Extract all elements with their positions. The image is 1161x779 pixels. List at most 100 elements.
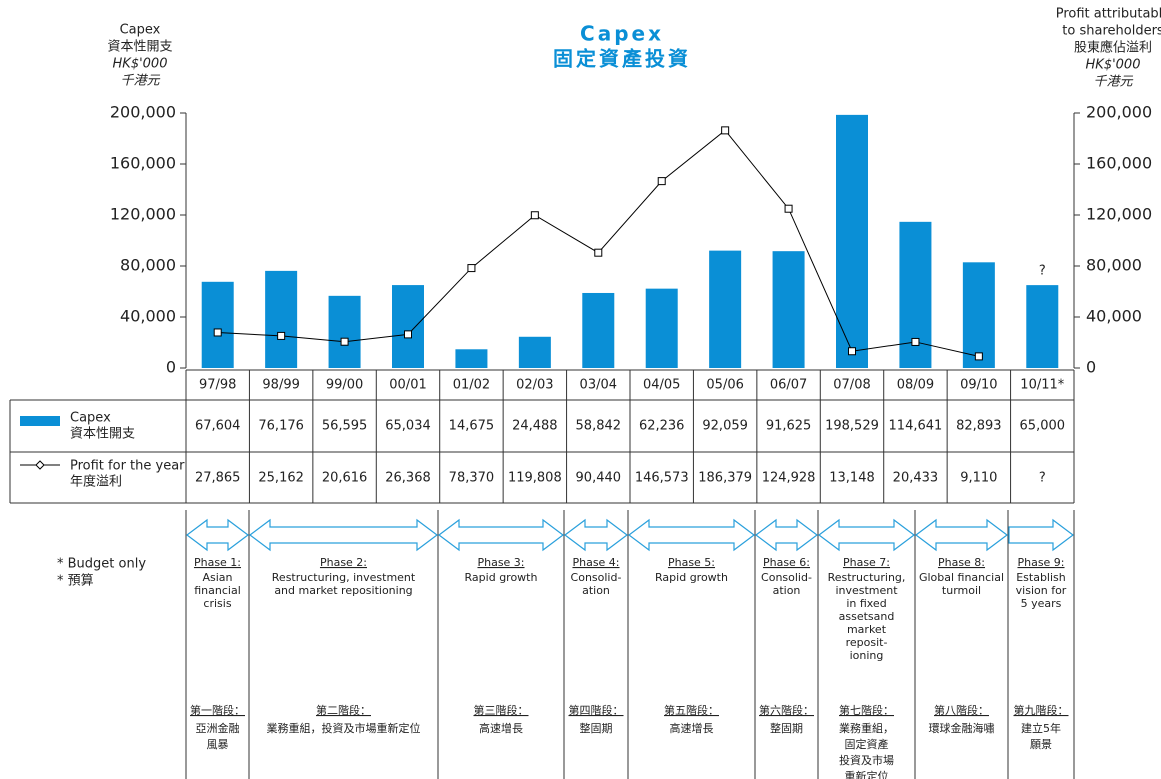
phase-desc: ation (582, 584, 610, 597)
y-axis-label: Capex (120, 23, 161, 38)
bar (772, 251, 805, 368)
phase-arrow (564, 518, 628, 552)
unknown-annotation: ? (1039, 264, 1046, 279)
phase-desc: ioning (850, 649, 884, 662)
capex-cell: 62,236 (639, 419, 685, 434)
phase-label: Phase 4: (572, 556, 619, 569)
profit-marker (530, 211, 539, 220)
chart-title: 固定資產投資 (553, 47, 691, 71)
phase-label: Phase 3: (477, 556, 524, 569)
phase-zh-label: 第六階段： (759, 703, 814, 717)
phase-label: Phase 9: (1017, 556, 1064, 569)
category-label: 06/07 (770, 378, 807, 393)
phase-desc: reposit- (846, 636, 888, 649)
phase-label: Phase 5: (668, 556, 715, 569)
profit-cell: 9,110 (960, 471, 997, 486)
bar (899, 221, 932, 368)
phase-zh-label: 第九階段： (1014, 703, 1069, 717)
category-label: 00/01 (389, 378, 426, 393)
y2-axis-label: to shareholders (1062, 24, 1161, 39)
profit-cell: 27,865 (195, 471, 241, 486)
y2ticks-label: 40,000 (1086, 307, 1142, 326)
yticks-label: 160,000 (110, 154, 176, 173)
category-label: 07/08 (833, 378, 870, 393)
phase-label: Phase 8: (938, 556, 985, 569)
phase-desc: in fixed (846, 597, 886, 610)
profit-marker (340, 337, 349, 346)
bar (582, 292, 615, 368)
category-label: 09/10 (960, 378, 997, 393)
profit-cell: 90,440 (576, 471, 622, 486)
profit-marker (848, 347, 856, 356)
category-label: 03/04 (580, 378, 617, 393)
phase-desc: crisis (203, 597, 231, 610)
bar (962, 262, 995, 368)
capex-cell: 76,176 (258, 419, 304, 434)
bar (201, 281, 234, 368)
y2ticks-label: 0 (1086, 358, 1096, 377)
capex-cell: 91,625 (766, 419, 812, 434)
capex-cell: 67,604 (195, 419, 241, 434)
category-label: 04/05 (643, 378, 680, 393)
phase-desc: Restructuring, (828, 571, 906, 584)
legend-marker (35, 460, 45, 470)
phase-arrow (1008, 518, 1074, 552)
phase-zh-label: 第四階段： (569, 703, 624, 717)
phase-arrow (915, 518, 1008, 552)
phase-desc: Consolid- (571, 571, 622, 584)
profit-marker (784, 204, 793, 213)
category-label: 99/00 (326, 378, 363, 393)
footnote: * Budget only (57, 557, 146, 572)
phase-zh-desc: 環球金融海嘯 (929, 721, 995, 735)
profit-cell: 13,148 (829, 471, 875, 486)
phase-zh-desc: 整固期 (770, 721, 803, 735)
phase-desc: Consolid- (761, 571, 812, 584)
profit-marker (404, 330, 412, 339)
phase-zh-desc: 業務重組，投資及市場重新定位 (267, 721, 421, 735)
legend-label: 年度溢利 (70, 474, 122, 490)
phase-zh-label: 第二階段： (316, 703, 371, 717)
capex-cell: 198,529 (825, 419, 879, 434)
profit-marker (911, 337, 920, 346)
legend-swatch (20, 416, 60, 426)
capex-cell: 24,488 (512, 419, 558, 434)
phase-zh-desc: 固定資產 (845, 737, 889, 751)
phase-desc: assetsand (839, 610, 895, 623)
phase-zh-desc: 風暴 (207, 738, 229, 751)
profit-marker (467, 264, 476, 273)
phase-zh-desc: 高速增長 (670, 721, 714, 735)
capex-cell: 82,893 (956, 419, 1002, 434)
bar (392, 285, 424, 368)
phase-desc: investment (835, 584, 898, 597)
phase-desc: ation (773, 584, 801, 597)
category-label: 01/02 (453, 378, 490, 393)
profit-cell: 119,808 (508, 471, 562, 486)
phase-arrow (755, 518, 818, 552)
capex-cell: 65,034 (385, 419, 431, 434)
legend-label: 資本性開支 (70, 427, 135, 442)
phase-desc: financial (194, 584, 241, 597)
bar (1026, 285, 1059, 368)
bar (455, 349, 488, 368)
profit-cell: 20,616 (322, 471, 368, 486)
phase-zh-desc: 重新定位 (845, 769, 889, 779)
phase-zh-desc: 亞洲金融 (196, 721, 240, 735)
yticks-label: 80,000 (120, 256, 176, 275)
phase-zh-desc: 願景 (1030, 738, 1052, 751)
bar (328, 295, 361, 368)
profit-marker (594, 248, 603, 257)
capex-cell: 14,675 (449, 419, 495, 434)
category-label: 10/11* (1020, 378, 1064, 393)
phase-zh-desc: 投資及市場 (839, 753, 894, 767)
phase-desc: Rapid growth (465, 571, 538, 584)
profit-cell: 124,928 (762, 471, 816, 486)
category-label: 02/03 (516, 378, 553, 393)
phase-desc: and market repositioning (274, 584, 412, 597)
profit-cell: 186,379 (698, 471, 752, 486)
capex-cell: 114,641 (889, 419, 943, 434)
phase-arrow (628, 518, 755, 552)
phase-desc: turmoil (942, 584, 981, 597)
phase-desc: Global financial (919, 571, 1004, 584)
profit-cell: 78,370 (449, 471, 495, 486)
